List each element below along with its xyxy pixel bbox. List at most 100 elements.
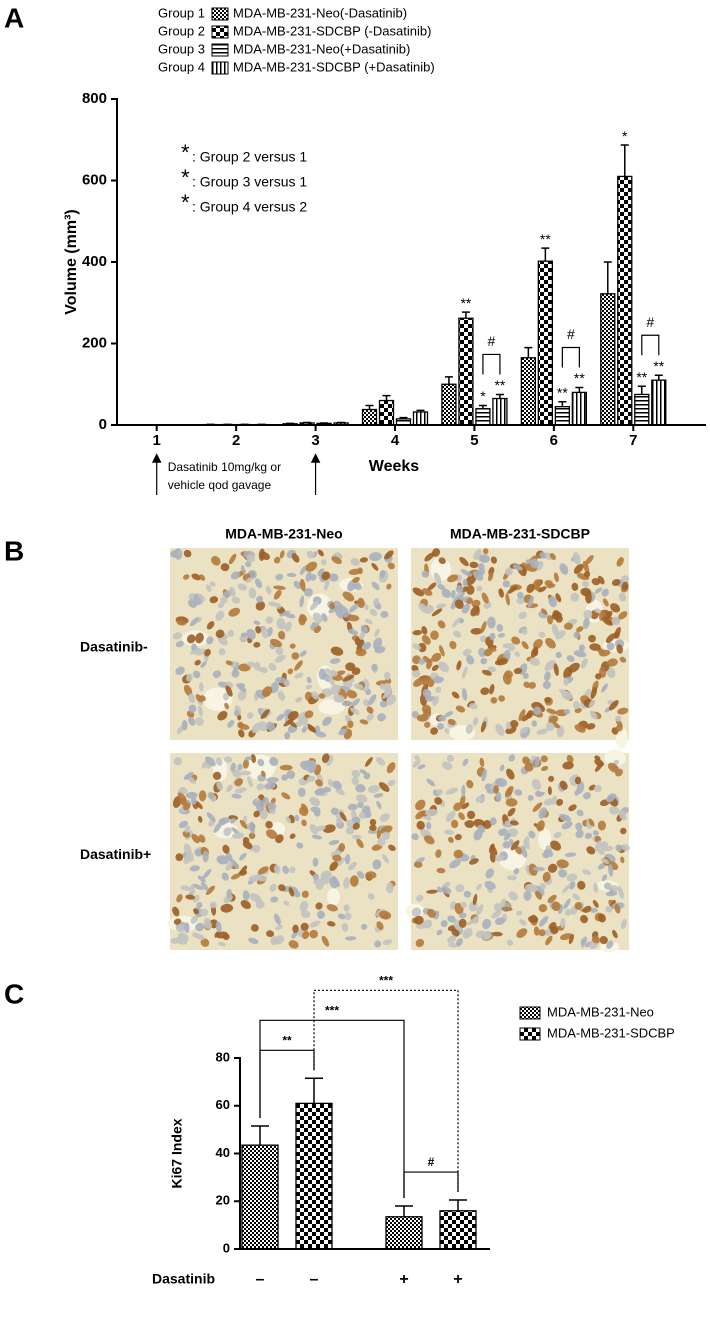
nucleus bbox=[450, 589, 456, 599]
nucleus bbox=[338, 843, 345, 853]
nucleus bbox=[218, 941, 226, 947]
nucleus bbox=[547, 786, 552, 796]
error-bar bbox=[449, 1199, 467, 1211]
nucleus bbox=[183, 853, 192, 865]
nucleus bbox=[545, 722, 555, 731]
nucleus bbox=[595, 673, 602, 680]
nucleus bbox=[230, 762, 236, 772]
error-bar bbox=[251, 1125, 269, 1146]
nucleus bbox=[514, 651, 521, 657]
nucleus bbox=[466, 810, 476, 820]
nucleus bbox=[516, 928, 528, 938]
nucleus bbox=[520, 845, 528, 858]
nucleus bbox=[285, 613, 296, 619]
nucleus bbox=[309, 600, 319, 611]
nucleus bbox=[412, 669, 421, 678]
nucleus bbox=[431, 548, 441, 557]
nucleus bbox=[314, 788, 326, 795]
bar bbox=[295, 1102, 333, 1250]
bar bbox=[651, 379, 667, 426]
nucleus bbox=[607, 762, 619, 773]
nucleus bbox=[277, 630, 286, 640]
nucleus bbox=[255, 800, 265, 812]
nucleus bbox=[502, 672, 512, 685]
nucleus bbox=[351, 769, 360, 779]
nucleus bbox=[170, 550, 178, 558]
nucleus bbox=[231, 596, 241, 604]
nucleus bbox=[265, 820, 273, 829]
nucleus bbox=[315, 902, 323, 910]
nucleus bbox=[317, 549, 324, 557]
nucleus bbox=[564, 852, 577, 857]
nucleus bbox=[384, 671, 391, 681]
x-axis-label: Dasatinib bbox=[152, 1271, 215, 1287]
nucleus bbox=[373, 597, 380, 606]
nucleus bbox=[242, 759, 250, 769]
nucleus bbox=[489, 632, 496, 641]
nucleus bbox=[501, 906, 513, 912]
x-tick-label: – bbox=[256, 1271, 265, 1288]
bar bbox=[617, 175, 633, 426]
nucleus bbox=[430, 727, 439, 735]
bar bbox=[361, 408, 378, 426]
legend-swatch bbox=[519, 1006, 541, 1020]
nucleus bbox=[424, 552, 435, 562]
nucleus bbox=[588, 818, 595, 827]
nucleus bbox=[364, 604, 369, 611]
nucleus bbox=[584, 832, 593, 840]
y-axis-label: Volume (mm³) bbox=[63, 209, 80, 314]
nucleus bbox=[504, 820, 510, 827]
nucleus bbox=[202, 850, 209, 863]
nucleus bbox=[431, 652, 442, 662]
column-label: MDA-MB-231-SDCBP bbox=[450, 526, 590, 542]
nucleus bbox=[559, 563, 569, 575]
nucleus bbox=[342, 591, 355, 602]
nucleus bbox=[269, 638, 283, 648]
nucleus bbox=[172, 632, 182, 640]
nucleus bbox=[212, 670, 222, 678]
nucleus bbox=[261, 686, 273, 697]
nucleus bbox=[475, 795, 484, 803]
nucleus bbox=[475, 904, 484, 916]
nucleus bbox=[551, 795, 558, 805]
nucleus bbox=[206, 621, 215, 630]
nucleus bbox=[211, 556, 221, 566]
nucleus bbox=[382, 939, 393, 945]
nucleus bbox=[269, 756, 279, 767]
nucleus bbox=[266, 829, 278, 839]
nucleus bbox=[619, 656, 627, 663]
nucleus bbox=[465, 574, 477, 586]
bar bbox=[458, 317, 474, 426]
nucleus bbox=[307, 725, 316, 732]
nucleus bbox=[226, 784, 233, 793]
nucleus bbox=[466, 917, 478, 926]
nucleus bbox=[380, 610, 389, 618]
nucleus bbox=[621, 575, 630, 584]
nucleus bbox=[511, 636, 521, 645]
nucleus bbox=[452, 630, 462, 638]
nucleus bbox=[224, 702, 229, 710]
error-bar bbox=[524, 346, 533, 358]
nucleus bbox=[447, 915, 456, 923]
nucleus bbox=[532, 866, 545, 872]
nucleus bbox=[620, 856, 625, 864]
nucleus bbox=[583, 905, 592, 913]
nucleus bbox=[369, 824, 377, 832]
nucleus bbox=[351, 776, 360, 786]
nucleus bbox=[462, 648, 472, 657]
legend-label: MDA-MB-231-Neo(-Dasatinib) bbox=[233, 5, 407, 20]
nucleus bbox=[462, 579, 468, 587]
nucleus bbox=[498, 829, 505, 837]
nucleus bbox=[494, 658, 508, 666]
nucleus bbox=[220, 563, 230, 572]
nucleus bbox=[356, 871, 365, 879]
nucleus bbox=[551, 623, 559, 637]
nucleus bbox=[223, 827, 232, 836]
nucleus bbox=[261, 627, 269, 639]
nucleus bbox=[546, 615, 554, 625]
nucleus bbox=[230, 873, 241, 880]
nucleus bbox=[384, 550, 394, 560]
nucleus bbox=[574, 776, 582, 785]
nucleus bbox=[264, 782, 276, 790]
nucleus bbox=[487, 666, 497, 673]
